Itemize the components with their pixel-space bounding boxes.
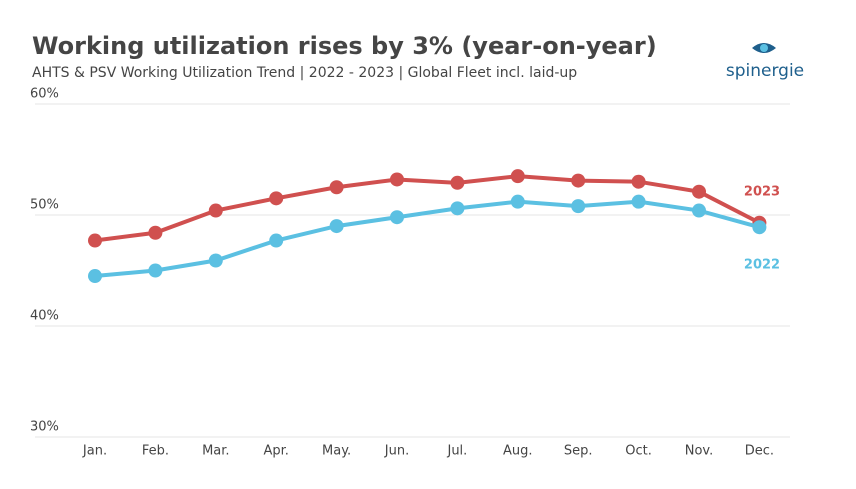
series-label: 2023 xyxy=(744,184,780,199)
data-point xyxy=(390,172,404,187)
x-tick-label: May. xyxy=(322,444,351,459)
data-point xyxy=(510,194,525,209)
x-tick-label: Apr. xyxy=(263,444,288,459)
x-tick-label: Jul. xyxy=(446,444,467,459)
x-tick-label: Jun. xyxy=(384,444,409,459)
data-point xyxy=(269,233,284,248)
series-line xyxy=(94,174,761,243)
series-line xyxy=(94,199,760,279)
y-tick-label: 40% xyxy=(30,309,59,324)
x-tick-label: Dec. xyxy=(745,444,774,459)
y-tick-label: 60% xyxy=(30,87,59,102)
logo-text: spinergie xyxy=(726,61,804,81)
data-point xyxy=(88,233,102,248)
data-point xyxy=(208,203,223,218)
data-point xyxy=(269,191,284,206)
data-point xyxy=(450,201,465,216)
x-tick-label: Jan. xyxy=(82,444,107,459)
logo-icon xyxy=(752,43,776,53)
data-point xyxy=(631,194,646,209)
data-point xyxy=(329,219,344,234)
data-point xyxy=(208,253,223,268)
data-point xyxy=(631,174,646,189)
data-point xyxy=(692,184,706,199)
data-point xyxy=(148,225,163,240)
data-point xyxy=(450,175,465,190)
x-tick-label: Nov. xyxy=(685,444,714,459)
x-tick-label: Oct. xyxy=(625,444,652,459)
data-point xyxy=(148,263,163,278)
x-tick-label: Mar. xyxy=(202,444,229,459)
y-tick-label: 30% xyxy=(30,420,59,435)
data-point xyxy=(571,199,586,214)
x-tick-label: Sep. xyxy=(564,444,593,459)
data-point xyxy=(692,203,706,218)
y-tick-label: 50% xyxy=(30,198,59,213)
data-point xyxy=(510,169,525,184)
data-point xyxy=(88,269,102,284)
data-point xyxy=(390,210,404,225)
data-point xyxy=(329,180,344,195)
data-point xyxy=(571,173,586,188)
data-point xyxy=(752,220,767,235)
x-tick-label: Feb. xyxy=(142,444,169,459)
x-tick-label: Aug. xyxy=(503,444,533,459)
series-label: 2022 xyxy=(744,258,780,273)
chart-subtitle: AHTS & PSV Working Utilization Trend | 2… xyxy=(32,65,577,81)
chart-title: Working utilization rises by 3% (year-on… xyxy=(32,32,657,60)
